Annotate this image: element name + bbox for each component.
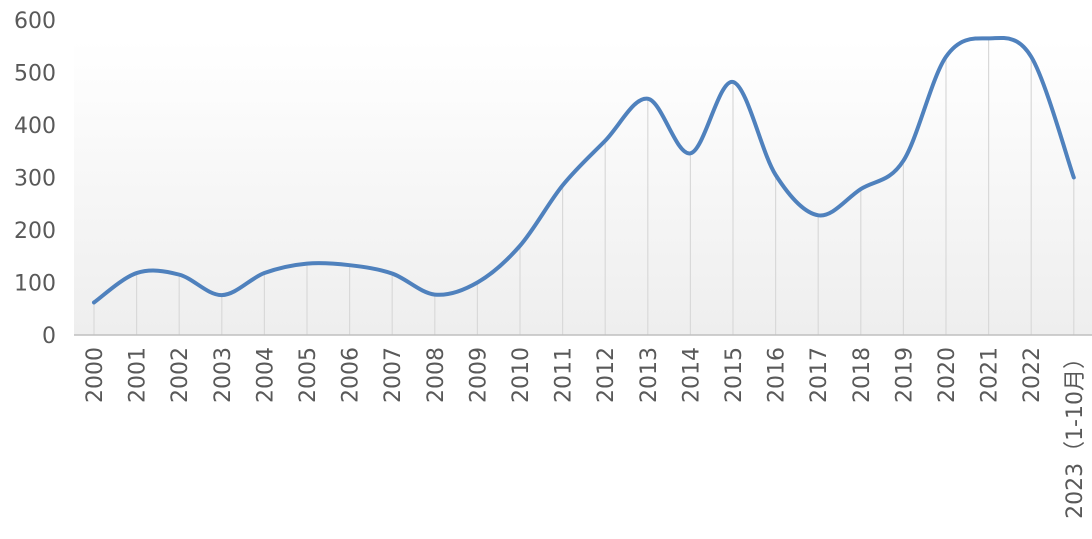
data-point [92, 300, 96, 304]
data-point [1029, 55, 1033, 59]
y-tick-label: 200 [14, 219, 56, 244]
x-tick-label: 2003 [211, 347, 236, 403]
x-axis-tick-labels: 2000 2001 2002 2003 2004 2005 2006 2007 2008 2009… [83, 347, 1088, 519]
x-tick-label: 2017 [807, 347, 832, 403]
data-point [220, 293, 224, 297]
x-tick-label: 2010 [509, 347, 534, 403]
y-axis-tick-labels: 0 100 200 300 400 500 600 [14, 9, 56, 349]
x-tick-label: 2013 [637, 347, 662, 403]
data-point [390, 272, 394, 276]
y-tick-label: 0 [42, 324, 56, 349]
x-tick-label: 2001 [126, 347, 151, 403]
x-tick-label: 2004 [253, 347, 278, 403]
y-tick-label: 300 [14, 167, 56, 192]
data-point [859, 187, 863, 191]
x-tick-label: 2005 [296, 347, 321, 403]
y-tick-label: 100 [14, 272, 56, 297]
data-point [987, 36, 991, 40]
data-point [135, 271, 139, 275]
series-line [92, 35, 1076, 305]
data-point [433, 293, 437, 297]
data-point [944, 55, 948, 59]
x-tick-label: 2009 [466, 347, 491, 403]
data-point [646, 97, 650, 101]
data-point [518, 244, 522, 248]
data-point [305, 262, 309, 266]
x-tick-label: 2016 [765, 347, 790, 403]
data-point [177, 273, 181, 277]
y-tick-label: 500 [14, 62, 56, 87]
data-point [688, 151, 692, 155]
data-point [475, 281, 479, 285]
x-tick-label: 2011 [552, 347, 577, 403]
data-point [816, 213, 820, 217]
data-point [603, 139, 607, 143]
x-tick-label: 2019 [892, 347, 917, 403]
drop-lines [93, 38, 1075, 335]
x-tick-label: 2023（1-10月） [1063, 347, 1088, 519]
data-point [731, 80, 735, 84]
data-point [561, 183, 565, 187]
data-point [1072, 176, 1076, 180]
data-point [901, 159, 905, 163]
x-tick-label: 2014 [679, 347, 704, 403]
x-tick-label: 2020 [935, 347, 960, 403]
data-point [348, 263, 352, 267]
x-tick-label: 2015 [722, 347, 747, 403]
data-point [774, 173, 778, 177]
x-tick-label: 2008 [424, 347, 449, 403]
x-tick-label: 2002 [168, 347, 193, 403]
y-tick-label: 400 [14, 114, 56, 139]
x-tick-label: 2007 [381, 347, 406, 403]
x-tick-label: 2006 [339, 347, 364, 403]
x-tick-label: 2021 [978, 347, 1003, 403]
y-tick-label: 600 [14, 9, 56, 34]
x-tick-label: 2018 [850, 347, 875, 403]
x-tick-label: 2000 [83, 347, 108, 403]
x-tick-label: 2012 [594, 347, 619, 403]
data-point [262, 271, 266, 275]
plot-area-background [74, 40, 1092, 335]
x-tick-label: 2022 [1020, 347, 1045, 403]
